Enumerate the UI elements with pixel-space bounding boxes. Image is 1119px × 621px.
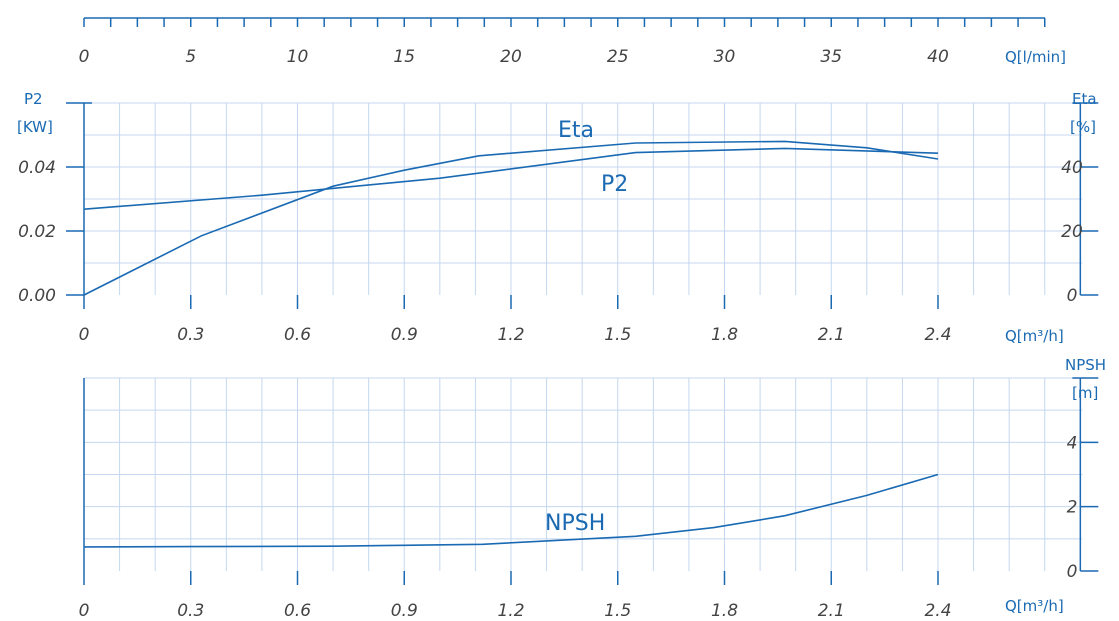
p2-axis-label-line2: [KW] [17,118,53,136]
x-tick-label: 0.6 [284,601,311,621]
bottom-chart-grid [84,377,1083,571]
flow-scale-tick-label: 10 [287,47,309,67]
series-npsh-line [83,473,939,548]
x-tick-label: 0.9 [391,325,418,345]
x-tick-label: 0 [79,601,90,621]
top-x-unit-label: Q[m³/h] [1005,327,1064,345]
right-y-tick-label: 4 [1067,433,1078,453]
flow-scale-lmin: 0 5 10 15 20 25 30 35 40 Q[l/min] [79,17,1066,67]
right-y-tick-label: 2 [1067,498,1078,518]
flow-scale-unit-label: Q[l/min] [1005,48,1066,66]
eta-curve-label: Eta [558,118,594,143]
x-tick-label: 1.5 [604,325,631,345]
x-tick-label: 0.9 [391,601,418,621]
bottom-x-unit-label: Q[m³/h] [1005,597,1064,615]
x-tick-label: 2.1 [818,325,845,345]
flow-scale-tick-label: 15 [393,47,415,67]
x-tick-label: 0 [79,325,90,345]
right-y-tick-label: 0 [1067,286,1078,306]
top-chart-grid [84,102,1083,295]
top-chart-axes: 0 0.3 0.6 0.9 1.2 1.5 1.8 2.1 2.4 0.00 0.02 0.04 0 20… [18,102,1099,345]
npsh-axis-label-line2: [m] [1072,384,1098,402]
eta-axis-label-line1: Eta [1072,90,1097,108]
left-y-tick-label: 0.02 [18,222,56,242]
flow-scale-tick-label: 30 [714,47,736,67]
series-p2-line [83,147,939,210]
x-tick-label: 0.3 [177,601,204,621]
top-chart-series [83,140,939,296]
series-eta-line [83,140,939,296]
left-y-tick-label: 0.04 [18,158,56,178]
npsh-axis-label-line1: NPSH [1065,356,1106,374]
bottom-chart-series [83,473,939,548]
x-tick-label: 2.4 [924,601,951,621]
flow-scale-tick-label: 5 [185,47,196,67]
p2-curve-label: P2 [601,172,628,197]
npsh-curve-label: NPSH [545,511,605,536]
flow-scale-tick-label: 25 [607,47,629,67]
x-tick-label: 0.3 [177,325,204,345]
x-tick-label: 2.1 [818,601,845,621]
x-tick-label: 0.6 [284,325,311,345]
left-y-tick-label: 0.00 [18,286,56,306]
p2-axis-label-line1: P2 [24,90,43,108]
flow-scale-tick-label: 40 [927,47,949,67]
right-y-tick-label: 40 [1061,158,1083,178]
eta-axis-label-line2: [%] [1070,118,1096,136]
x-tick-label: 1.8 [711,601,738,621]
x-tick-label: 2.4 [924,325,951,345]
right-y-tick-label: 0 [1067,562,1078,582]
right-y-tick-label: 20 [1061,222,1083,242]
flow-scale-tick-label: 35 [820,47,842,67]
x-tick-label: 1.8 [711,325,738,345]
bottom-chart-labels: NPSH [m] Q[m³/h] NPSH [545,356,1106,615]
x-tick-label: 1.2 [497,601,524,621]
x-tick-label: 1.2 [497,325,524,345]
flow-scale-tick-label: 0 [79,47,90,67]
bottom-chart-axes: 0 0.3 0.6 0.9 1.2 1.5 1.8 2.1 2.4 0 2 4 [79,377,1099,621]
flow-scale-tick-label: 20 [500,47,522,67]
x-tick-label: 1.5 [604,601,631,621]
top-chart-labels: P2 [KW] Eta [%] Q[m³/h] Eta P2 [17,90,1097,345]
